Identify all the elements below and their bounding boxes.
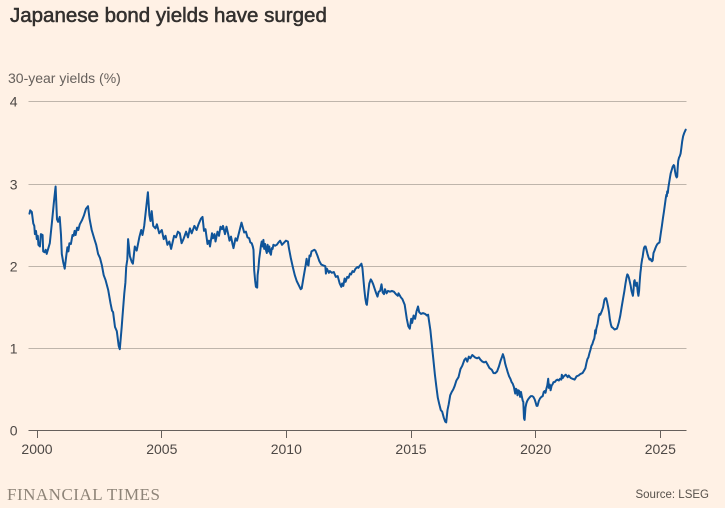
svg-text:2015: 2015: [395, 441, 426, 457]
svg-text:0: 0: [10, 423, 18, 439]
svg-text:2020: 2020: [520, 441, 551, 457]
svg-text:2000: 2000: [21, 441, 52, 457]
svg-text:4: 4: [10, 94, 18, 110]
svg-text:1: 1: [10, 341, 18, 357]
svg-text:2: 2: [10, 259, 18, 275]
svg-text:3: 3: [10, 177, 18, 193]
svg-text:2005: 2005: [146, 441, 177, 457]
svg-text:2010: 2010: [271, 441, 302, 457]
svg-text:2025: 2025: [645, 441, 676, 457]
